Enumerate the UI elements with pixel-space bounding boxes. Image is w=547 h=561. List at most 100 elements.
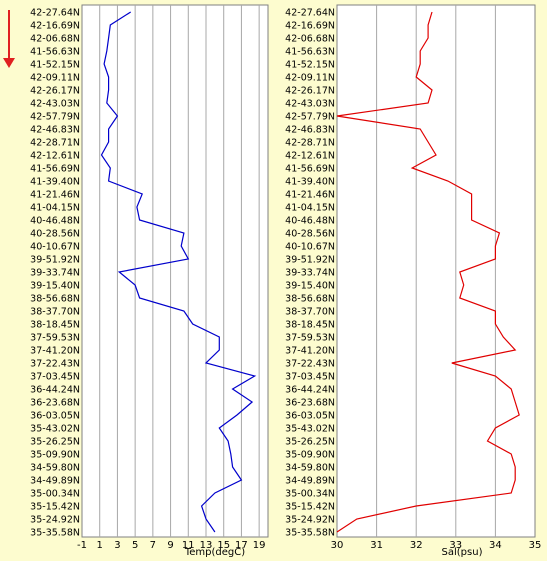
temperature-latitude-tick-label: 39-15.40N — [30, 281, 80, 292]
temperature-latitude-tick-label: 38-37.70N — [30, 307, 80, 318]
salinity-x-tick-label: 32 — [410, 540, 423, 551]
salinity-latitude-tick-label: 37-59.53N — [285, 333, 335, 344]
salinity-latitude-tick-label: 35-15.42N — [285, 502, 335, 513]
salinity-x-tick-label: 31 — [370, 540, 383, 551]
salinity-latitude-tick-label: 38-56.68N — [285, 294, 335, 305]
salinity-latitude-tick-label: 35-26.25N — [285, 437, 335, 448]
salinity-latitude-tick-label: 42-27.64N — [285, 8, 335, 19]
temperature-latitude-tick-label: 41-56.69N — [30, 164, 80, 175]
salinity-latitude-tick-label: 35-24.92N — [285, 515, 335, 526]
temperature-x-tick-label: 3 — [114, 540, 120, 551]
salinity-latitude-tick-label: 42-06.68N — [285, 34, 335, 45]
salinity-latitude-tick-label: 35-43.02N — [285, 424, 335, 435]
temperature-latitude-tick-label: 42-26.17N — [30, 86, 80, 97]
temperature-x-tick-label: 19 — [253, 540, 266, 551]
salinity-x-tick-label: 35 — [529, 540, 542, 551]
temperature-latitude-tick-label: 34-49.89N — [30, 476, 80, 487]
temperature-latitude-tick-label: 37-22.43N — [30, 359, 80, 370]
salinity-latitude-tick-label: 36-23.68N — [285, 398, 335, 409]
salinity-latitude-tick-label: 34-49.89N — [285, 476, 335, 487]
temperature-x-tick-label: 15 — [217, 540, 230, 551]
salinity-latitude-tick-label: 36-44.24N — [285, 385, 335, 396]
temperature-series-line — [100, 11, 257, 533]
temperature-latitude-tick-label: 35-00.34N — [30, 489, 80, 500]
salinity-latitude-tick-label: 41-21.46N — [285, 190, 335, 201]
salinity-plot-area — [336, 4, 536, 538]
salinity-latitude-tick-label: 37-03.45N — [285, 372, 335, 383]
temperature-axis-label: Temp(degC) — [184, 547, 245, 558]
direction-arrow — [3, 10, 15, 68]
salinity-latitude-tick-label: 42-16.69N — [285, 21, 335, 32]
temperature-latitude-tick-label: 37-59.53N — [30, 333, 80, 344]
temperature-latitude-tick-label: 40-28.56N — [30, 229, 80, 240]
temperature-panel: 42-27.64N 42-16.69N 42-06.68N 41-56.63N 41-5… — [30, 4, 269, 558]
salinity-series-line — [336, 11, 520, 533]
temperature-latitude-tick-label: 42-43.03N — [30, 99, 80, 110]
temperature-x-tick-label: 7 — [150, 540, 156, 551]
temperature-latitude-tick-label: 40-46.48N — [30, 216, 80, 227]
salinity-latitude-tick-label: 42-28.71N — [285, 138, 335, 149]
salinity-latitude-tick-label: 35-09.90N — [285, 450, 335, 461]
temperature-latitude-tick-label: 41-39.40N — [30, 177, 80, 188]
temperature-latitude-tick-label: 42-09.11N — [30, 73, 80, 84]
salinity-latitude-tick-label: 35-00.34N — [285, 489, 335, 500]
temperature-x-tick-label: -1 — [77, 540, 87, 551]
salinity-latitude-tick-label: 37-41.20N — [285, 346, 335, 357]
salinity-x-tick-label: 33 — [449, 540, 462, 551]
salinity-latitude-tick-label: 37-22.43N — [285, 359, 335, 370]
salinity-latitude-tick-label: 40-10.67N — [285, 242, 335, 253]
temperature-latitude-tick-label: 42-06.68N — [30, 34, 80, 45]
temperature-latitude-tick-label: 42-57.79N — [30, 112, 80, 123]
salinity-latitude-tick-label: 42-09.11N — [285, 73, 335, 84]
salinity-latitude-tick-label: 41-56.63N — [285, 47, 335, 58]
salinity-latitude-tick-label: 34-59.80N — [285, 463, 335, 474]
temperature-x-tick-label: 13 — [200, 540, 213, 551]
temperature-latitude-tick-label: 41-52.15N — [30, 60, 80, 71]
temperature-x-tick-label: 1 — [97, 540, 103, 551]
salinity-latitude-tick-label: 42-46.83N — [285, 125, 335, 136]
salinity-axis-label: Sal(psu) — [442, 547, 483, 558]
temperature-latitude-tick-label: 35-24.92N — [30, 515, 80, 526]
temperature-latitude-tick-label: 34-59.80N — [30, 463, 80, 474]
temperature-latitude-tick-label: 37-41.20N — [30, 346, 80, 357]
temperature-latitude-tick-label: 35-09.90N — [30, 450, 80, 461]
salinity-latitude-tick-label: 41-39.40N — [285, 177, 335, 188]
salinity-x-tick-label: 30 — [331, 540, 344, 551]
temperature-x-tick-label: 11 — [182, 540, 195, 551]
salinity-latitude-tick-label: 40-28.56N — [285, 229, 335, 240]
salinity-latitude-tick-label: 42-43.03N — [285, 99, 335, 110]
temperature-latitude-tick-label: 42-12.61N — [30, 151, 80, 162]
salinity-latitude-tick-label: 38-18.45N — [285, 320, 335, 331]
salinity-latitude-tick-label: 41-56.69N — [285, 164, 335, 175]
salinity-latitude-tick-label: 39-33.74N — [285, 268, 335, 279]
salinity-latitude-tick-label: 42-57.79N — [285, 112, 335, 123]
temperature-latitude-tick-label: 39-51.92N — [30, 255, 80, 266]
temperature-x-tick-label: 5 — [132, 540, 138, 551]
temperature-latitude-tick-label: 41-21.46N — [30, 190, 80, 201]
temperature-latitude-tick-label: 39-33.74N — [30, 268, 80, 279]
temperature-latitude-tick-label: 42-46.83N — [30, 125, 80, 136]
salinity-latitude-tick-label: 39-51.92N — [285, 255, 335, 266]
temperature-latitude-tick-label: 35-15.42N — [30, 502, 80, 513]
salinity-latitude-tick-label: 36-03.05N — [285, 411, 335, 422]
temperature-latitude-tick-label: 40-10.67N — [30, 242, 80, 253]
temperature-latitude-tick-label: 36-23.68N — [30, 398, 80, 409]
salinity-latitude-tick-label: 42-26.17N — [285, 86, 335, 97]
temperature-latitude-tick-label: 35-26.25N — [30, 437, 80, 448]
temperature-x-tick-label: 17 — [235, 540, 248, 551]
salinity-latitude-tick-label: 39-15.40N — [285, 281, 335, 292]
temperature-latitude-tick-label: 35-35.58N — [30, 528, 80, 539]
salinity-latitude-tick-label: 38-37.70N — [285, 307, 335, 318]
arrow-down-icon — [3, 58, 15, 68]
salinity-latitude-tick-label: 41-04.15N — [285, 203, 335, 214]
temperature-latitude-tick-label: 35-43.02N — [30, 424, 80, 435]
salinity-panel: 42-27.64N 42-16.69N 42-06.68N 41-56.63N 41-5… — [285, 4, 542, 558]
salinity-latitude-tick-label: 40-46.48N — [285, 216, 335, 227]
temperature-latitude-tick-label: 38-56.68N — [30, 294, 80, 305]
temperature-latitude-tick-label: 36-03.05N — [30, 411, 80, 422]
temperature-latitude-tick-label: 42-16.69N — [30, 21, 80, 32]
temperature-latitude-tick-label: 41-04.15N — [30, 203, 80, 214]
temperature-latitude-tick-label: 36-44.24N — [30, 385, 80, 396]
temperature-latitude-tick-label: 38-18.45N — [30, 320, 80, 331]
